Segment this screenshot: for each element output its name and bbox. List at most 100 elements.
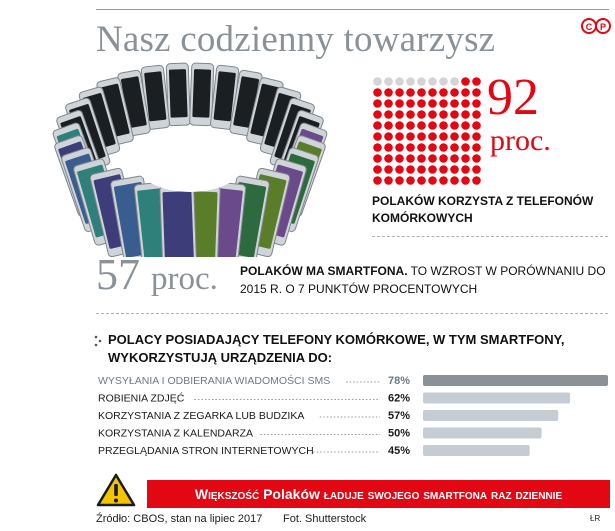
dot-filled [395, 132, 404, 141]
dot-filled [417, 88, 426, 97]
dot-filled [450, 99, 459, 108]
dot-filled [428, 154, 437, 163]
svg-text:C: C [586, 22, 593, 32]
bar-category-label: PRZEGLĄDANIA STRON INTERNETOWYCH [98, 445, 314, 457]
dot-filled [439, 110, 448, 119]
stat-57-caption-bold: Polaków ma smartfona. [240, 264, 408, 278]
dot-filled [417, 176, 426, 185]
dot-filled [417, 132, 426, 141]
dot-filled [439, 176, 448, 185]
dot-filled [384, 132, 393, 141]
dot-filled [461, 99, 470, 108]
dot-filled [450, 88, 459, 97]
stat-92-caption: Polaków korzysta z telefonów komórkowych [372, 194, 594, 225]
dot-empty [384, 77, 393, 86]
phone-shape [159, 184, 198, 257]
bar-category-label: ROBIENIA ZDJĘĆ [98, 392, 185, 405]
dot-filled [417, 110, 426, 119]
dot-filled [472, 121, 481, 130]
dot-filled [373, 88, 382, 97]
dot-filled [417, 143, 426, 152]
stat-92-unit: proc. [490, 124, 551, 157]
dot-empty [417, 77, 426, 86]
dot-filled [461, 77, 470, 86]
dot-filled [406, 176, 415, 185]
dot-filled [395, 110, 404, 119]
phone-shape [165, 62, 191, 127]
page-title: Nasz codzienny towarzysz [96, 19, 496, 60]
dot-filled [373, 110, 382, 119]
bar [423, 427, 542, 439]
dot-filled [439, 88, 448, 97]
dot-filled [450, 143, 459, 152]
dot-filled [384, 99, 393, 108]
bar-category-label: KORZYSTANIA Z KALENDARZA [98, 428, 253, 440]
chart-title: Polacy posiadający telefony komórkowe, w… [108, 332, 565, 365]
dot-filled [472, 132, 481, 141]
dot-empty [450, 77, 459, 86]
dot-filled [373, 154, 382, 163]
dot-filled [384, 165, 393, 174]
dot-filled [428, 176, 437, 185]
dot-filled [428, 165, 437, 174]
dot-filled [417, 154, 426, 163]
dot-filled [450, 121, 459, 130]
dot-filled [395, 88, 404, 97]
dot-filled [406, 88, 415, 97]
dot-filled [417, 121, 426, 130]
dot-filled [472, 77, 481, 86]
dot-filled [373, 165, 382, 174]
dot-matrix-92 [373, 77, 481, 185]
dot-filled [373, 176, 382, 185]
divider [372, 236, 608, 237]
phone-shape [210, 64, 240, 130]
dot-filled [450, 110, 459, 119]
dot-filled [417, 165, 426, 174]
dot-filled [406, 132, 415, 141]
dot-filled [406, 110, 415, 119]
dot-filled [428, 132, 437, 141]
stat-57-caption-rest: To wzrost w porównaniu do 2015 r. o 7 pu… [240, 264, 606, 296]
bar-value-label: 78% [388, 375, 410, 387]
dot-filled [461, 154, 470, 163]
dot-filled [373, 99, 382, 108]
dot-filled [472, 165, 481, 174]
dot-filled [461, 88, 470, 97]
dot-filled [439, 143, 448, 152]
dot-filled [395, 99, 404, 108]
dot-filled [395, 176, 404, 185]
stat-57-caption: Polaków ma smartfona. To wzrost w porówn… [240, 262, 610, 298]
stat-57-value: 57 proc. [96, 253, 218, 297]
dot-filled [406, 143, 415, 152]
dot-filled [439, 99, 448, 108]
dot-filled [439, 165, 448, 174]
bar [423, 445, 530, 456]
dot-filled [450, 165, 459, 174]
bar [423, 392, 571, 404]
dotted-bullet-icon [94, 335, 102, 347]
banner-part3: ładuje swojego smartfona raz dziennie [323, 486, 563, 502]
dot-filled [406, 99, 415, 108]
author-initials: ŁR [590, 514, 601, 523]
phone-shape [140, 64, 170, 130]
dot-filled [472, 110, 481, 119]
dot-filled [428, 121, 437, 130]
phone-shape [189, 62, 215, 127]
dot-filled [439, 132, 448, 141]
dot-filled [395, 154, 404, 163]
dot-filled [395, 165, 404, 174]
dot-empty [406, 77, 415, 86]
usage-bar-chart: WYSYŁANIA I ODBIERANIA WIADOMOŚCI SMS 78%… [98, 374, 608, 457]
dot-filled [384, 88, 393, 97]
dot-filled [461, 110, 470, 119]
bar-value-label: 45% [388, 445, 410, 457]
bar-value-label: 57% [388, 410, 410, 422]
smartphones-circle-photo [52, 62, 328, 257]
dot-filled [450, 132, 459, 141]
banner-part2: Polaków [259, 486, 324, 502]
photo-credit: Fot. Shutterstock [283, 513, 367, 525]
svg-text:P: P [600, 22, 606, 32]
bar-category-label: WYSYŁANIA I ODBIERANIA WIADOMOŚCI SMS [98, 374, 330, 387]
dot-filled [384, 110, 393, 119]
dot-filled [461, 121, 470, 130]
